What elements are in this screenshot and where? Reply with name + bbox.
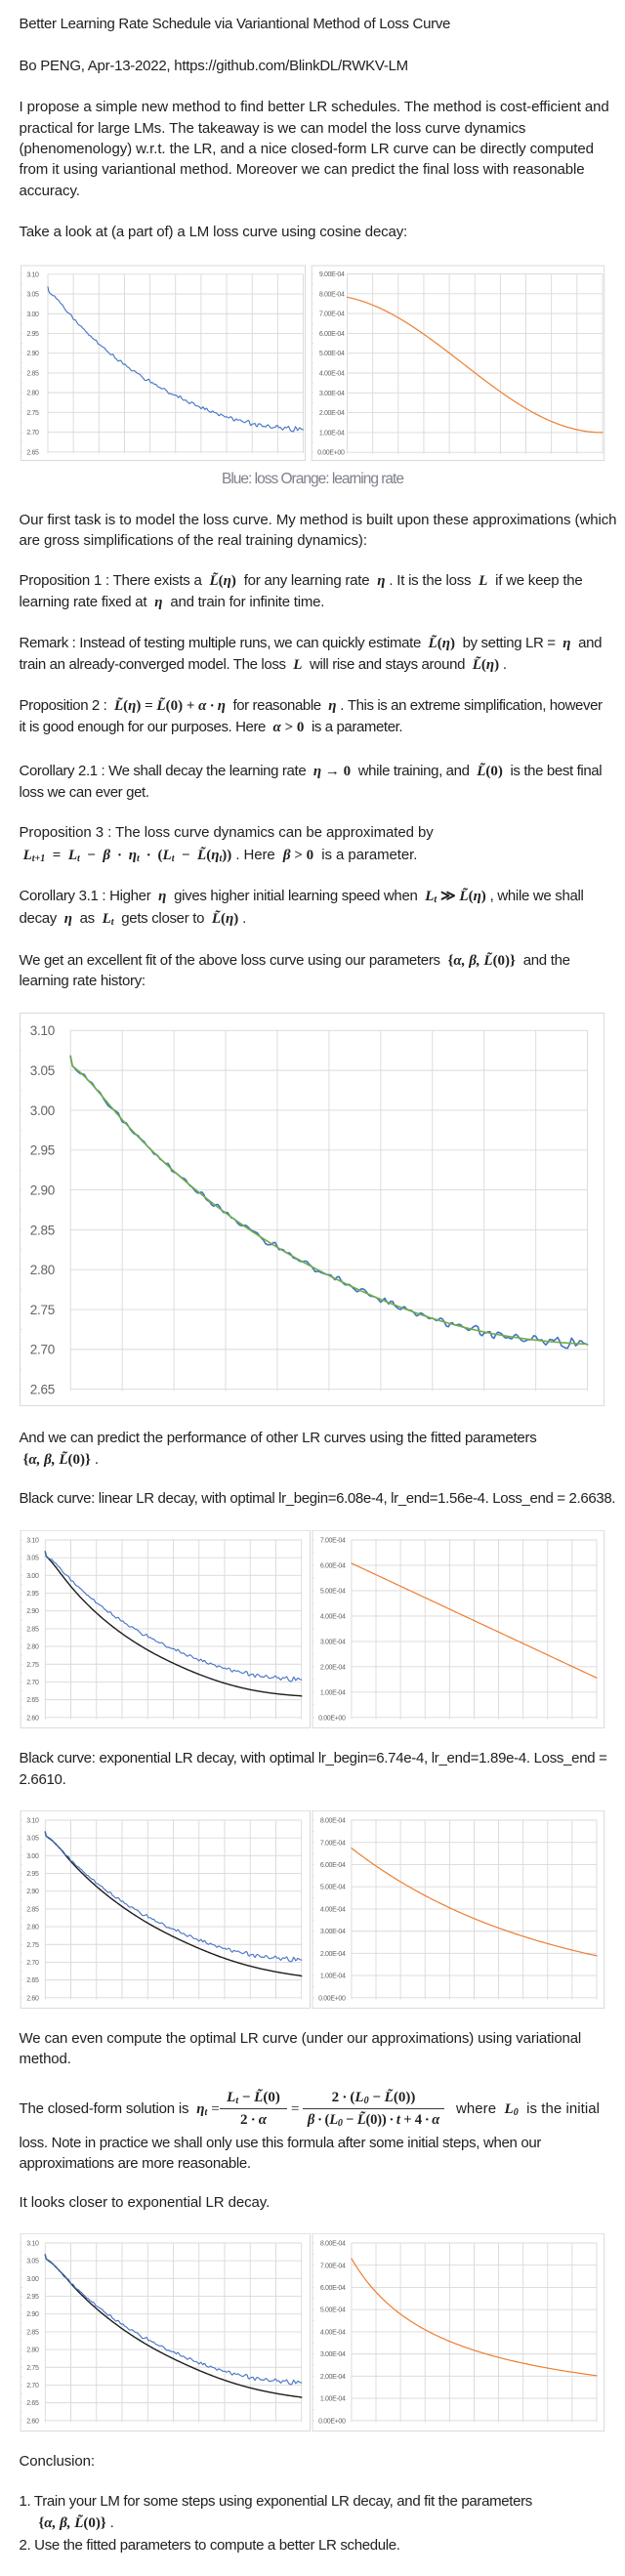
svg-text:2.80: 2.80	[30, 1263, 55, 1277]
svg-text:6.00E-04: 6.00E-04	[320, 1563, 346, 1570]
svg-text:2.90: 2.90	[26, 1889, 39, 1895]
svg-text:2.70: 2.70	[26, 2383, 39, 2389]
svg-text:2.90: 2.90	[30, 1183, 55, 1197]
svg-text:2.00E-04: 2.00E-04	[320, 1665, 346, 1672]
svg-text:5.00E-04: 5.00E-04	[320, 2307, 346, 2314]
svg-text:3.10: 3.10	[30, 1023, 55, 1038]
svg-text:3.10: 3.10	[26, 1538, 39, 1545]
svg-text:3.00E-04: 3.00E-04	[320, 1640, 346, 1646]
svg-text:0.00E+00: 0.00E+00	[317, 450, 345, 457]
svg-text:2.65: 2.65	[30, 1382, 55, 1396]
svg-text:4.00E-04: 4.00E-04	[319, 371, 345, 378]
svg-text:3.00: 3.00	[26, 2276, 39, 2283]
svg-text:3.00: 3.00	[30, 1102, 55, 1117]
svg-text:3.00: 3.00	[26, 1573, 39, 1580]
svg-text:2.85: 2.85	[26, 1906, 39, 1913]
svg-text:2.75: 2.75	[26, 410, 39, 417]
svg-text:0.00E+00: 0.00E+00	[318, 1995, 346, 2002]
svg-text:2.95: 2.95	[26, 1871, 39, 1878]
svg-text:7.00E-04: 7.00E-04	[320, 2263, 346, 2269]
svg-text:2.00E-04: 2.00E-04	[319, 410, 345, 417]
svg-text:0.00E+00: 0.00E+00	[318, 2418, 346, 2425]
svg-text:2.00E-04: 2.00E-04	[320, 2374, 346, 2381]
svg-text:3.10: 3.10	[26, 271, 39, 278]
svg-text:5.00E-04: 5.00E-04	[320, 1589, 346, 1596]
svg-text:7.00E-04: 7.00E-04	[320, 1538, 346, 1545]
svg-text:7.00E-04: 7.00E-04	[320, 1840, 346, 1847]
svg-text:3.05: 3.05	[26, 2259, 39, 2265]
svg-text:6.00E-04: 6.00E-04	[320, 1861, 346, 1868]
svg-text:2.75: 2.75	[26, 2365, 39, 2372]
svg-text:3.00E-04: 3.00E-04	[320, 2351, 346, 2358]
svg-text:3.05: 3.05	[26, 1556, 39, 1562]
svg-text:5.00E-04: 5.00E-04	[319, 351, 345, 357]
svg-text:2.80: 2.80	[26, 1924, 39, 1931]
svg-text:6.00E-04: 6.00E-04	[320, 2285, 346, 2292]
svg-text:2.90: 2.90	[26, 1608, 39, 1615]
svg-text:9.00E-04: 9.00E-04	[319, 271, 345, 278]
svg-text:2.95: 2.95	[26, 2294, 39, 2301]
svg-text:2.95: 2.95	[30, 1143, 55, 1157]
svg-text:2.95: 2.95	[26, 331, 39, 338]
svg-text:3.05: 3.05	[26, 292, 39, 299]
svg-text:2.85: 2.85	[26, 1627, 39, 1634]
svg-text:8.00E-04: 8.00E-04	[320, 2241, 346, 2248]
svg-text:2.65: 2.65	[26, 1697, 39, 1704]
svg-text:2.75: 2.75	[26, 1941, 39, 1948]
svg-text:8.00E-04: 8.00E-04	[320, 1817, 346, 1824]
svg-text:2.85: 2.85	[26, 370, 39, 377]
svg-text:2.65: 2.65	[26, 449, 39, 456]
svg-text:2.85: 2.85	[26, 2329, 39, 2336]
svg-text:0.00E+00: 0.00E+00	[318, 1716, 346, 1723]
svg-text:2.85: 2.85	[30, 1223, 55, 1237]
svg-text:3.05: 3.05	[26, 1835, 39, 1842]
svg-text:8.00E-04: 8.00E-04	[319, 291, 345, 298]
svg-text:3.00E-04: 3.00E-04	[319, 391, 345, 397]
svg-text:2.80: 2.80	[26, 1644, 39, 1651]
svg-text:3.10: 3.10	[26, 2241, 39, 2248]
svg-text:1.00E-04: 1.00E-04	[320, 2396, 346, 2403]
svg-text:3.10: 3.10	[26, 1817, 39, 1824]
svg-text:2.70: 2.70	[26, 430, 39, 436]
svg-text:3.00: 3.00	[26, 312, 39, 318]
svg-text:6.00E-04: 6.00E-04	[319, 331, 345, 338]
svg-text:2.70: 2.70	[26, 1959, 39, 1966]
svg-text:2.65: 2.65	[26, 1977, 39, 1984]
svg-text:2.65: 2.65	[26, 2400, 39, 2407]
svg-text:2.80: 2.80	[26, 391, 39, 397]
svg-text:5.00E-04: 5.00E-04	[320, 1884, 346, 1890]
svg-text:2.70: 2.70	[26, 1680, 39, 1686]
svg-text:3.00E-04: 3.00E-04	[320, 1929, 346, 1935]
svg-text:2.80: 2.80	[26, 2347, 39, 2354]
svg-text:4.00E-04: 4.00E-04	[320, 1906, 346, 1913]
svg-text:1.00E-04: 1.00E-04	[320, 1973, 346, 1979]
svg-text:2.75: 2.75	[26, 1662, 39, 1669]
svg-text:2.00E-04: 2.00E-04	[320, 1950, 346, 1957]
svg-text:2.70: 2.70	[30, 1342, 55, 1356]
svg-text:1.00E-04: 1.00E-04	[319, 430, 345, 436]
svg-text:7.00E-04: 7.00E-04	[319, 312, 345, 318]
svg-text:2.60: 2.60	[26, 1716, 39, 1723]
svg-text:4.00E-04: 4.00E-04	[320, 2329, 346, 2336]
svg-text:1.00E-04: 1.00E-04	[320, 1690, 346, 1697]
svg-text:2.95: 2.95	[26, 1591, 39, 1598]
svg-text:2.75: 2.75	[30, 1302, 55, 1316]
svg-text:3.00: 3.00	[26, 1852, 39, 1859]
svg-text:3.05: 3.05	[30, 1062, 55, 1077]
svg-text:4.00E-04: 4.00E-04	[320, 1614, 346, 1621]
svg-text:2.90: 2.90	[26, 351, 39, 357]
svg-text:2.60: 2.60	[26, 1995, 39, 2002]
svg-text:2.60: 2.60	[26, 2418, 39, 2425]
svg-text:2.90: 2.90	[26, 2311, 39, 2318]
